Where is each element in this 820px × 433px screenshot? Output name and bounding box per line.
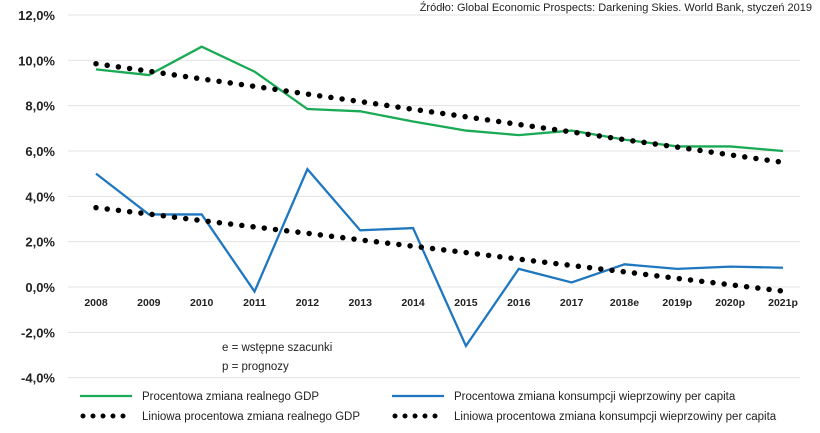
legend-label: Liniowa procentowa zmiana realnego GDP (142, 411, 360, 423)
y-tick-label: 0,0% (25, 280, 55, 295)
x-tick-label: 2015 (454, 297, 478, 309)
x-tick-label: 2009 (137, 297, 161, 309)
legend-item: Procentowa zmiana konsumpcji wieprzowiny… (392, 391, 736, 403)
legend-label: Procentowa zmiana konsumpcji wieprzowiny… (454, 391, 736, 403)
y-tick-label: 6,0% (25, 144, 55, 159)
y-tick-label: -4,0% (21, 371, 55, 386)
note-forecasts: p = prognozy (222, 361, 289, 373)
y-tick-label: -2,0% (21, 325, 55, 340)
y-tick-label: 12,0% (18, 8, 55, 23)
y-tick-label: 2,0% (25, 235, 55, 250)
x-tick-label: 2020p (715, 297, 745, 309)
x-tick-label: 2017 (560, 297, 584, 309)
x-tick-label: 2014 (401, 297, 425, 309)
x-tick-label: 2021p (768, 297, 798, 309)
legend-item: Liniowa procentowa zmiana konsumpcji wie… (392, 411, 777, 423)
x-tick-label: 2016 (507, 297, 531, 309)
x-tick-label: 2019p (662, 297, 692, 309)
y-tick-label: 10,0% (18, 53, 55, 68)
legend-item: Liniowa procentowa zmiana realnego GDP (80, 411, 360, 423)
y-tick-label: 4,0% (25, 189, 55, 204)
x-tick-label: 2013 (349, 297, 373, 309)
y-tick-label: 8,0% (25, 99, 55, 114)
source-note: Źródło: Global Economic Prospects: Darke… (420, 1, 812, 14)
series-line-3 (93, 204, 786, 294)
x-tick-label: 2011 (243, 297, 266, 309)
x-tick-label: 2012 (296, 297, 320, 309)
series-line-2 (93, 60, 786, 166)
series-line-0 (95, 45, 784, 153)
legend-label: Liniowa procentowa zmiana konsumpcji wie… (454, 411, 777, 423)
x-tick-label: 2008 (84, 297, 108, 309)
x-tick-label: 2010 (190, 297, 214, 309)
note-estimates: e = wstępne szacunki (222, 342, 332, 354)
legend-label: Procentowa zmiana realnego GDP (142, 391, 319, 403)
x-tick-label: 2018e (610, 297, 639, 309)
series-line-1 (95, 166, 784, 349)
legend-item: Procentowa zmiana realnego GDP (80, 391, 319, 403)
